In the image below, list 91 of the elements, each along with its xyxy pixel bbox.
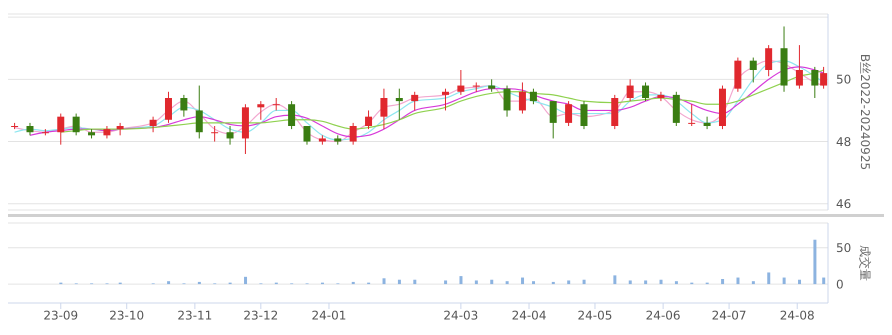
candlestick (565, 100, 572, 126)
x-tick-label: 24-08 (780, 308, 815, 323)
bar (398, 280, 401, 284)
candlestick (688, 104, 696, 126)
bar (736, 278, 740, 284)
candlestick (518, 82, 526, 114)
x-tick-label: 24-04 (512, 308, 546, 323)
bar (813, 240, 816, 284)
candlestick (530, 88, 537, 105)
candlestick (457, 70, 464, 96)
y-tick-label: 46 (836, 197, 852, 212)
candlestick (103, 126, 110, 139)
bar (413, 280, 416, 284)
candlestick (811, 66, 818, 98)
candlestick (820, 66, 828, 90)
bar (628, 280, 632, 284)
candlestick (580, 100, 588, 130)
candlestick (272, 98, 280, 111)
x-tick-label: 23-09 (43, 308, 78, 323)
bar (490, 280, 494, 284)
bar (721, 279, 724, 284)
candlestick (226, 126, 234, 146)
bar (506, 281, 509, 284)
bar (167, 281, 170, 284)
candlestick (318, 134, 326, 146)
bar (782, 278, 786, 284)
candlestick (57, 113, 64, 146)
bar (444, 280, 448, 284)
candlestick (642, 82, 650, 102)
candlestick (550, 100, 557, 139)
x-tick-label: 23-12 (243, 308, 278, 323)
candlestick (164, 91, 172, 124)
candlestick (380, 88, 388, 130)
x-tick-label: 24-01 (312, 308, 346, 323)
candlestick (750, 57, 757, 83)
bar (352, 282, 355, 284)
bar (752, 281, 755, 284)
bar (532, 281, 536, 284)
bar (198, 282, 201, 284)
x-tick-label: 24-03 (443, 308, 478, 323)
candlestick (350, 122, 357, 146)
bar (644, 280, 648, 284)
candlestick (334, 134, 342, 146)
candlestick (211, 126, 218, 142)
bar (382, 278, 386, 284)
candlestick (442, 88, 449, 111)
bar (767, 272, 770, 284)
x-tick-label: 24-07 (712, 308, 747, 323)
candlestick (504, 85, 511, 118)
candlestick (657, 91, 664, 102)
bar (474, 280, 478, 284)
bar (613, 275, 616, 284)
candlestick (796, 44, 803, 90)
bar (660, 280, 663, 284)
candlestick (411, 91, 418, 111)
bar (798, 280, 802, 284)
y-axis-title: 成交量 (858, 245, 872, 281)
candlestick (288, 100, 296, 130)
y-tick-label: 50 (836, 72, 852, 87)
candlestick (704, 116, 711, 130)
bar (244, 276, 248, 284)
candlestick (26, 122, 34, 136)
y-tick-label: 50 (836, 240, 852, 255)
x-tick-label: 24-06 (646, 308, 681, 323)
bar (822, 278, 826, 284)
candlestick (365, 110, 372, 130)
bar (459, 276, 462, 284)
y-tick-label: 0 (836, 277, 844, 292)
candlestick (196, 85, 203, 139)
candlestick (303, 126, 310, 146)
candlestick (180, 94, 188, 118)
bar (521, 278, 524, 284)
bar (582, 280, 586, 284)
candlestick (765, 44, 772, 77)
x-tick-label: 23-10 (109, 308, 144, 323)
candlestick (72, 113, 80, 136)
bar (567, 280, 570, 284)
candlestick (626, 78, 634, 102)
x-tick-label: 24-05 (578, 308, 612, 323)
x-tick-label: 23-11 (177, 308, 212, 323)
candlestick (396, 88, 403, 120)
candlestick (257, 100, 264, 120)
candlestick (150, 116, 157, 133)
candlestick (88, 128, 96, 139)
y-tick-label: 48 (836, 134, 852, 149)
bar (552, 282, 555, 284)
bar (674, 281, 678, 284)
candlestick (472, 82, 480, 92)
y-axis-title: B丝2022-20240925 (858, 54, 872, 170)
candlestick (488, 78, 496, 92)
candlestick (116, 122, 124, 136)
